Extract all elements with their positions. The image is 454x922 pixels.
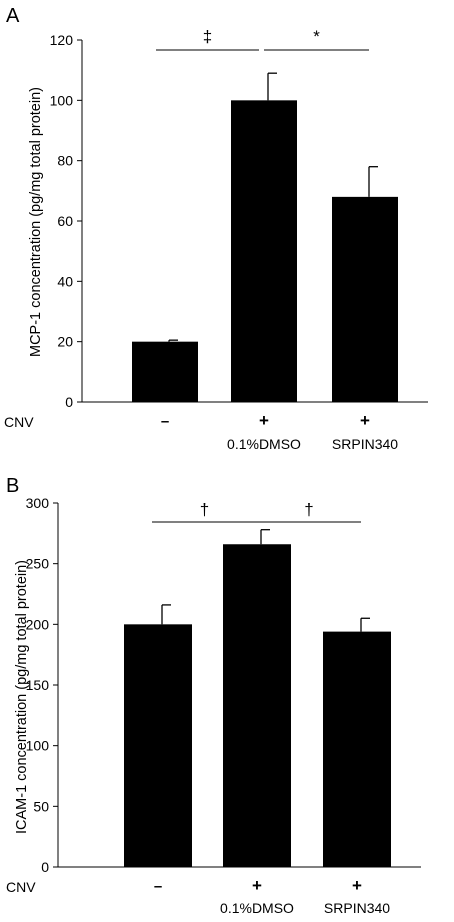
category-label-b: 0.1%DMSO	[220, 900, 294, 916]
y-tick-label-a: 80	[57, 153, 73, 169]
y-tick-label-a: 120	[50, 32, 74, 48]
bar-b	[323, 631, 391, 867]
y-tick-label-b: 150	[26, 677, 50, 693]
bar-b	[124, 624, 192, 867]
bar-a	[231, 100, 297, 402]
panel-a: A MCP-1 concentration (pg/mg total prote…	[4, 5, 428, 452]
bar-b	[223, 544, 291, 867]
cnv-mark-b: +	[252, 876, 262, 895]
y-axis-label-a: MCP-1 concentration (pg/mg total protein…	[28, 87, 44, 357]
significance-symbol-a: ‡	[203, 27, 212, 46]
cnv-row-label-a: CNV	[4, 414, 34, 430]
significance-symbol-a: *	[313, 27, 320, 46]
cnv-mark-a: +	[360, 411, 370, 430]
cnv-mark-a: +	[259, 411, 269, 430]
cnv-mark-b: +	[352, 876, 362, 895]
panel-label-a: A	[6, 5, 20, 27]
category-label-a: 0.1%DMSO	[227, 436, 301, 452]
y-tick-label-a: 20	[57, 334, 73, 350]
y-tick-label-a: 40	[57, 273, 73, 289]
category-label-a: SRPIN340	[332, 436, 398, 452]
y-tick-label-b: 0	[41, 859, 49, 875]
y-tick-label-a: 60	[57, 213, 73, 229]
bar-a	[132, 341, 198, 402]
plot-area-a: 0 20 40 60 80 100 120 – + +0.1%DMSO SRPIN340 ‡ *	[50, 27, 428, 452]
cnv-mark-b: –	[154, 878, 162, 895]
cnv-row-label-b: CNV	[6, 879, 36, 895]
plot-area-b: 0 50 100 150 200 250 300 – + +0.1%DMSO SRPIN340 † †	[26, 495, 421, 916]
category-label-b: SRPIN340	[324, 900, 390, 916]
panel-b: B ICAM-1 concentration (pg/mg total prot…	[6, 475, 421, 916]
y-tick-label-b: 100	[26, 738, 50, 754]
y-tick-label-a: 100	[50, 92, 74, 108]
significance-symbol-b: †	[304, 500, 313, 519]
significance-symbol-b: †	[200, 500, 209, 519]
cnv-mark-a: –	[161, 413, 169, 430]
y-tick-label-b: 200	[26, 616, 50, 632]
panel-label-b: B	[6, 475, 19, 497]
y-tick-label-a: 0	[65, 394, 73, 410]
y-tick-label-b: 300	[26, 495, 50, 511]
y-tick-label-b: 50	[33, 798, 49, 814]
y-axis-label-b: ICAM-1 concentration (pg/mg total protei…	[14, 560, 30, 834]
y-tick-label-b: 250	[26, 556, 50, 572]
bar-a	[332, 196, 398, 402]
